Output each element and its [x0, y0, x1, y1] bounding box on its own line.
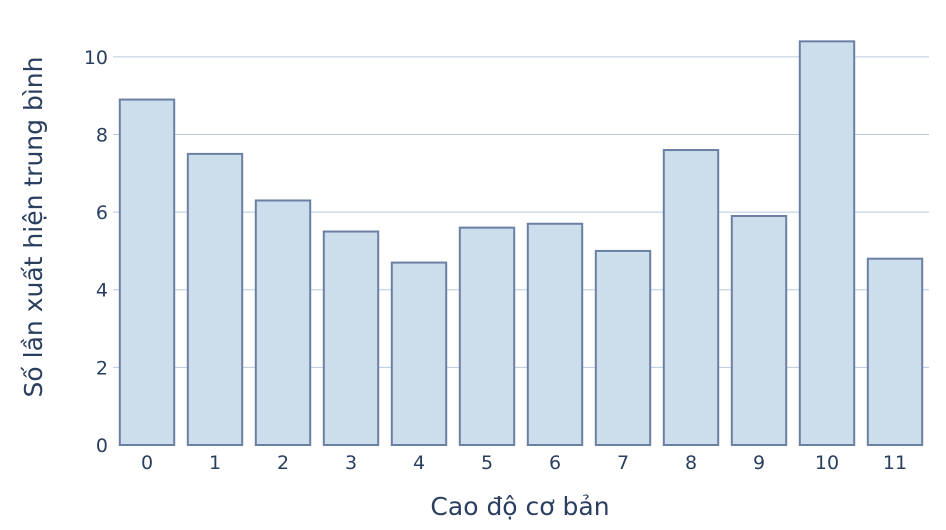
x-tick-label: 1	[209, 452, 221, 474]
bar-10	[798, 40, 856, 446]
x-tick-label: 4	[413, 452, 425, 474]
x-tick-label: 3	[345, 452, 357, 474]
y-axis-title: Số lần xuất hiện trung bình	[19, 57, 48, 398]
bar-11	[866, 257, 924, 447]
bar-9	[730, 215, 788, 446]
bars	[118, 40, 924, 447]
x-tick-label: 10	[815, 452, 839, 474]
y-axis-ticks: 0 2 4 6 8 10	[84, 47, 108, 457]
y-tick-label: 0	[96, 435, 108, 457]
bar-1	[186, 152, 244, 446]
bar-5	[458, 226, 516, 446]
bar-4	[390, 261, 448, 446]
bar-0	[118, 98, 176, 446]
bar-8	[662, 149, 720, 446]
y-tick-label: 4	[96, 280, 108, 302]
y-tick-label: 8	[96, 124, 108, 146]
x-tick-label: 0	[141, 452, 153, 474]
bar-2	[254, 199, 312, 446]
y-tick-label: 2	[96, 357, 108, 379]
y-tick-label: 6	[96, 202, 108, 224]
x-tick-label: 6	[549, 452, 561, 474]
x-tick-label: 5	[481, 452, 493, 474]
x-tick-label: 7	[617, 452, 629, 474]
x-tick-label: 9	[753, 452, 765, 474]
x-tick-label: 8	[685, 452, 697, 474]
bar-3	[322, 230, 380, 446]
gridlines	[113, 56, 929, 368]
y-tick-label: 10	[84, 47, 108, 69]
bar-6	[526, 222, 584, 446]
x-axis-title: Cao độ cơ bản	[430, 492, 609, 521]
x-tick-label: 2	[277, 452, 289, 474]
x-tick-label: 11	[883, 452, 907, 474]
bar-7	[594, 249, 652, 446]
x-axis-ticks: 0 1 2 3 4 5 6 7 8 9 10 11	[141, 452, 907, 474]
